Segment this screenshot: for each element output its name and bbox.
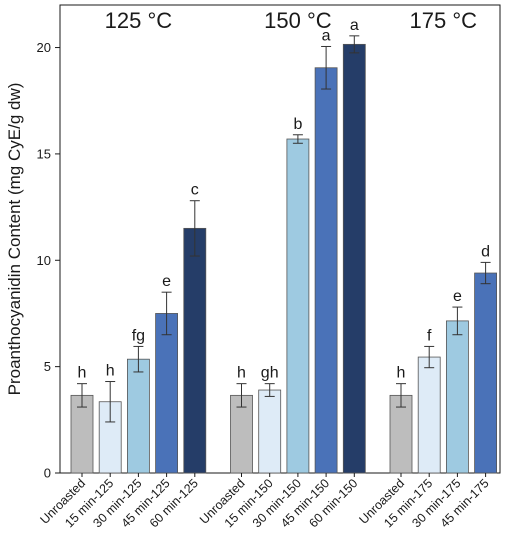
significance-letter: h (78, 365, 87, 382)
significance-letter: d (481, 243, 490, 260)
significance-letter: gh (261, 365, 279, 382)
significance-letter: c (191, 182, 199, 199)
bar (183, 227, 207, 474)
significance-letter: a (322, 27, 331, 44)
bar (127, 358, 150, 474)
bar (417, 356, 441, 474)
significance-letter: e (162, 273, 171, 290)
significance-letter: e (453, 288, 462, 305)
significance-letter: h (237, 365, 246, 382)
significance-letter: fg (132, 327, 145, 344)
y-axis-title: Proanthocyanidin Content (mg CyE/g dw) (5, 83, 24, 396)
group-title: 175 °C (410, 8, 478, 33)
significance-letter: a (350, 17, 359, 34)
bar (286, 138, 310, 474)
bar (445, 320, 469, 474)
bar (258, 389, 282, 474)
y-tick-label: 10 (37, 253, 51, 268)
y-tick-label: 15 (37, 146, 51, 161)
bar (314, 67, 338, 474)
y-tick-label: 0 (44, 466, 51, 481)
y-tick-label: 5 (44, 359, 51, 374)
significance-letter: f (427, 327, 432, 344)
group-title: 150 °C (264, 8, 332, 33)
significance-letter: b (293, 116, 302, 133)
bar (342, 43, 366, 474)
significance-letter: h (397, 365, 406, 382)
group-title: 125 °C (105, 8, 173, 33)
bar (155, 313, 179, 474)
significance-letter: h (106, 363, 115, 380)
bar (474, 272, 498, 474)
y-tick-label: 20 (37, 40, 51, 55)
